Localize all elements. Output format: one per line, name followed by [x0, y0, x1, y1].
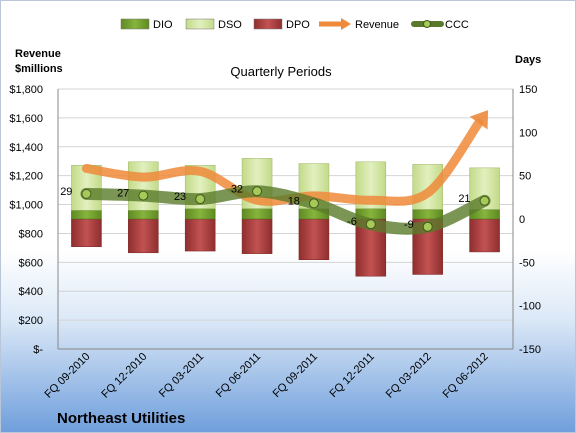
ccc-point [195, 194, 206, 205]
legend-label-dpo: DPO [286, 19, 310, 31]
left-tick-label: $1,600 [9, 113, 43, 125]
x-tick-label: FQ 09-2011 [271, 351, 320, 400]
right-tick-label: 50 [519, 171, 531, 183]
bar-dio [71, 210, 102, 220]
x-tick-label: FQ 06-2011 [214, 351, 263, 400]
x-tick-label: FQ 09-2010 [43, 351, 93, 401]
left-tick-label: $- [33, 344, 43, 356]
left-tick-label: $400 [19, 286, 43, 298]
left-tick-label: $1,200 [9, 171, 43, 183]
legend-label-dio: DIO [153, 19, 173, 31]
bar-dpo [469, 218, 500, 253]
left-tick-label: $1,400 [9, 142, 43, 154]
chart-title: Quarterly Periods [230, 64, 332, 79]
ccc-point [81, 188, 92, 199]
series-revenue-arrowhead [469, 110, 489, 130]
legend-swatch-dso [185, 18, 215, 30]
left-tick-label: $200 [19, 315, 43, 327]
ccc-point [365, 219, 376, 230]
ccc-point [252, 186, 263, 197]
ccc-data-label: 29 [60, 186, 72, 198]
legend-label-ccc: CCC [445, 19, 469, 31]
left-axis-label-line2: $millions [15, 63, 63, 75]
bar-dpo [128, 218, 159, 254]
ccc-data-label: 18 [288, 195, 300, 207]
ccc-data-label: 32 [231, 183, 243, 195]
right-tick-label: 100 [519, 127, 537, 139]
left-tick-label: $800 [19, 228, 43, 240]
bar-dio [128, 210, 159, 220]
x-tick-label: FQ 12-2010 [99, 351, 149, 401]
bar-dso [128, 161, 159, 211]
ccc-data-label: -9 [404, 219, 414, 231]
ccc-data-label: -6 [347, 216, 357, 228]
ccc-point [479, 195, 490, 206]
right-tick-label: -50 [519, 257, 535, 269]
right-tick-label: 0 [519, 214, 525, 226]
x-tick-label: FQ 12-2011 [328, 351, 377, 400]
x-tick-label: FQ 03-2011 [157, 351, 206, 400]
x-tick-label: FQ 06-2012 [441, 351, 491, 401]
ccc-point [138, 190, 149, 201]
legend-marker-ccc [423, 20, 431, 28]
ccc-point [308, 198, 319, 209]
legend-label-revenue: Revenue [355, 19, 399, 31]
bar-dio [184, 208, 216, 220]
bar-dpo [298, 218, 330, 260]
bar-dio [241, 208, 273, 220]
ccc-data-label: 23 [174, 191, 186, 203]
legend-arrowhead-revenue [341, 18, 351, 30]
legend-label-dso: DSO [218, 19, 242, 31]
left-tick-label: $1,000 [9, 200, 43, 212]
bar-dpo [241, 218, 273, 254]
left-tick-label: $600 [19, 257, 43, 269]
right-tick-label: 150 [519, 84, 537, 96]
bar-dpo [71, 218, 102, 247]
x-tick-label: FQ 03-2012 [384, 351, 434, 401]
ccc-point [422, 221, 433, 232]
legend-swatch-dpo [253, 18, 283, 30]
right-axis-label: Days [515, 54, 541, 66]
company-name: Northeast Utilities [57, 410, 185, 427]
ccc-data-label: 21 [458, 193, 470, 205]
ccc-data-label: 27 [117, 188, 129, 200]
legend-swatch-dio [120, 18, 150, 30]
right-tick-label: -150 [519, 344, 541, 356]
right-tick-label: -100 [519, 301, 541, 313]
left-axis-label-line1: Revenue [15, 48, 61, 60]
bar-dpo [184, 218, 216, 252]
left-tick-label: $1,800 [9, 84, 43, 96]
